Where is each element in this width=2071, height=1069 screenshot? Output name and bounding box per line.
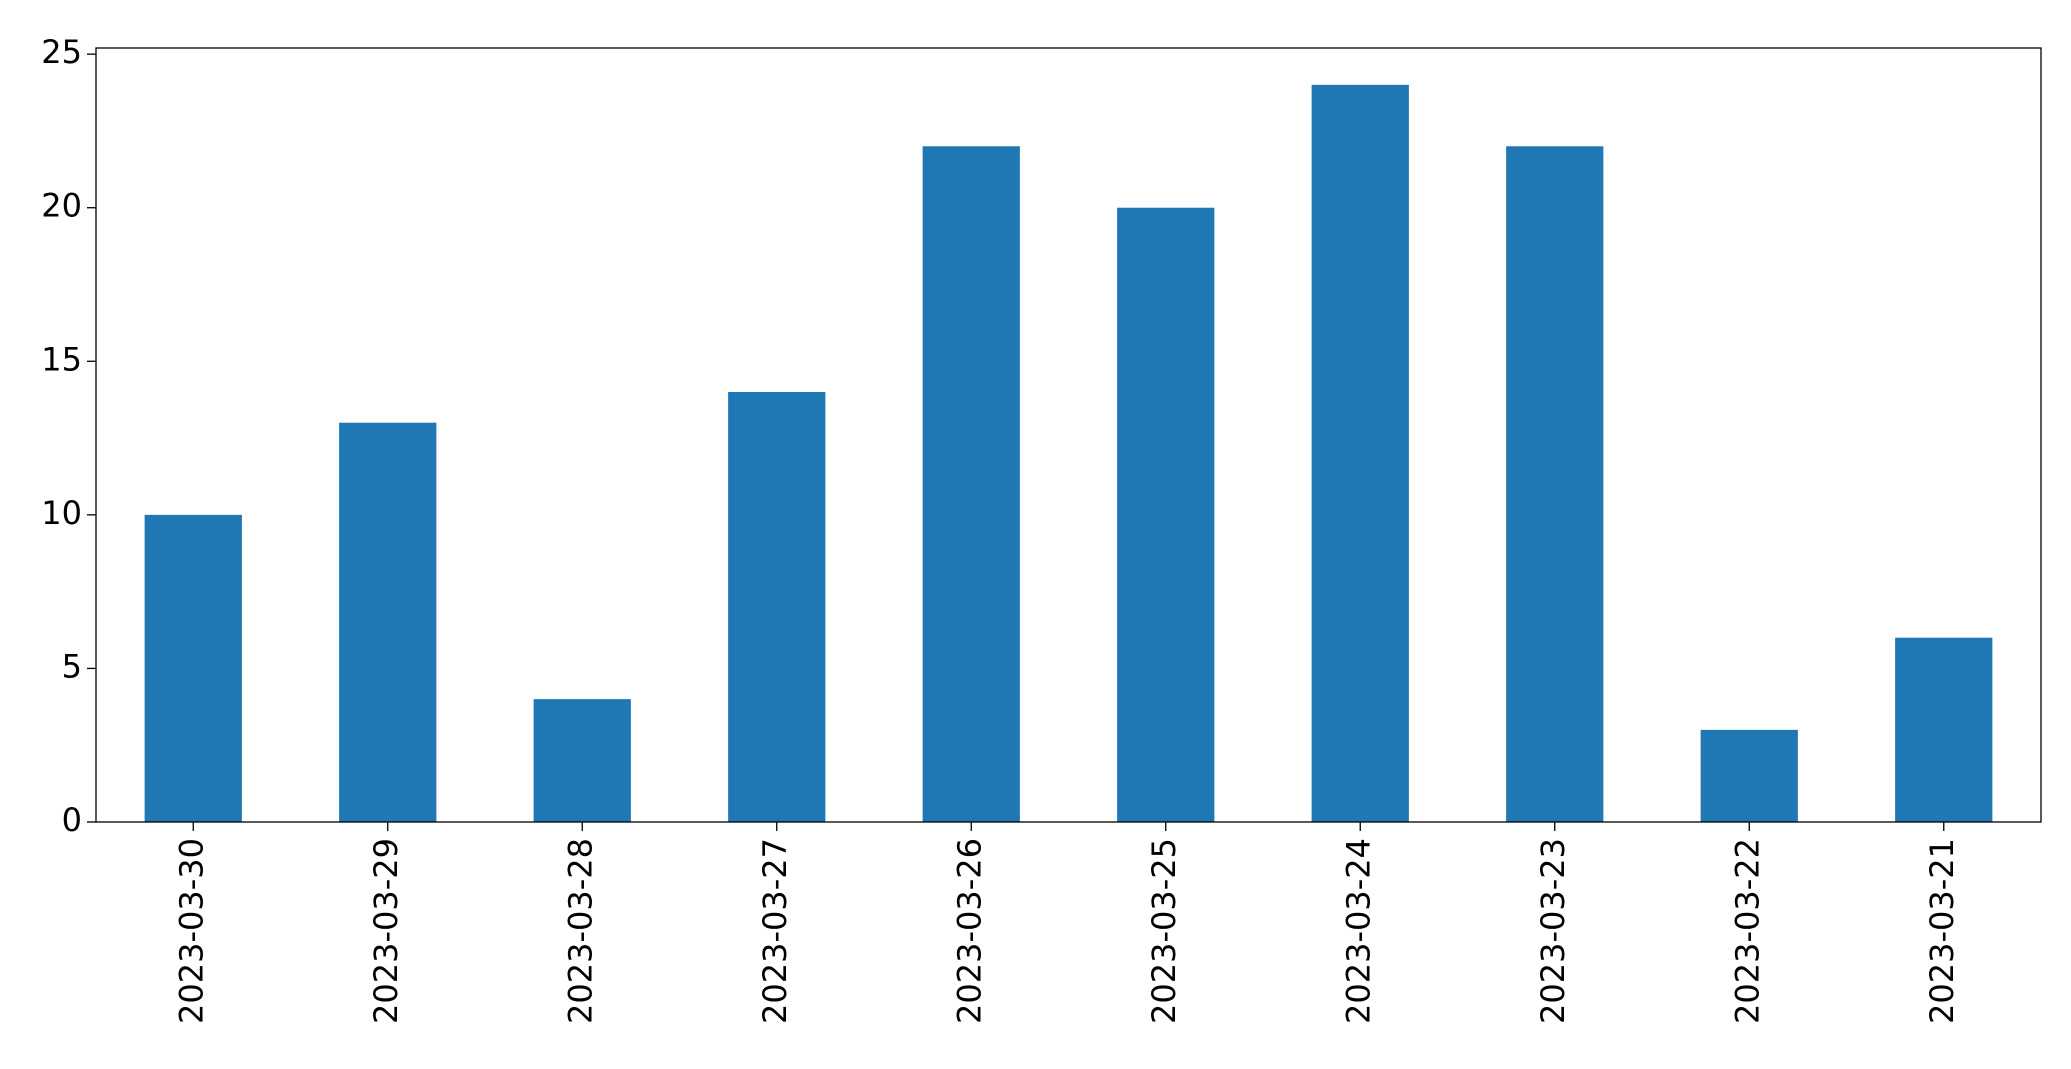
bar <box>1700 729 1798 822</box>
plot-frame <box>95 47 2042 823</box>
x-tick-label: 2023-03-27 <box>756 838 794 1024</box>
y-tick-label: 15 <box>41 340 82 378</box>
x-tick-label: 2023-03-24 <box>1339 838 1377 1024</box>
y-tick-label: 25 <box>41 33 82 71</box>
y-tick-label: 0 <box>62 801 82 839</box>
bar <box>922 146 1020 823</box>
x-tick-label: 2023-03-21 <box>1923 838 1961 1024</box>
x-tick-label: 2023-03-28 <box>561 838 599 1024</box>
x-tick-label: 2023-03-22 <box>1728 838 1766 1024</box>
bar <box>728 392 826 822</box>
x-tick-label: 2023-03-30 <box>172 838 210 1024</box>
bar <box>1117 207 1215 822</box>
bar <box>1895 637 1993 822</box>
y-tick-label: 20 <box>41 187 82 225</box>
bar <box>1506 146 1604 823</box>
y-tick-label: 5 <box>62 647 82 685</box>
x-tick-label: 2023-03-26 <box>950 838 988 1024</box>
x-tick-label: 2023-03-23 <box>1534 838 1572 1024</box>
y-tick-label: 10 <box>41 494 82 532</box>
x-tick-label: 2023-03-29 <box>367 838 405 1024</box>
bar <box>144 514 242 822</box>
x-tick-label: 2023-03-25 <box>1145 838 1183 1024</box>
bar <box>339 422 437 822</box>
bar <box>1311 84 1409 823</box>
bar <box>533 699 631 822</box>
